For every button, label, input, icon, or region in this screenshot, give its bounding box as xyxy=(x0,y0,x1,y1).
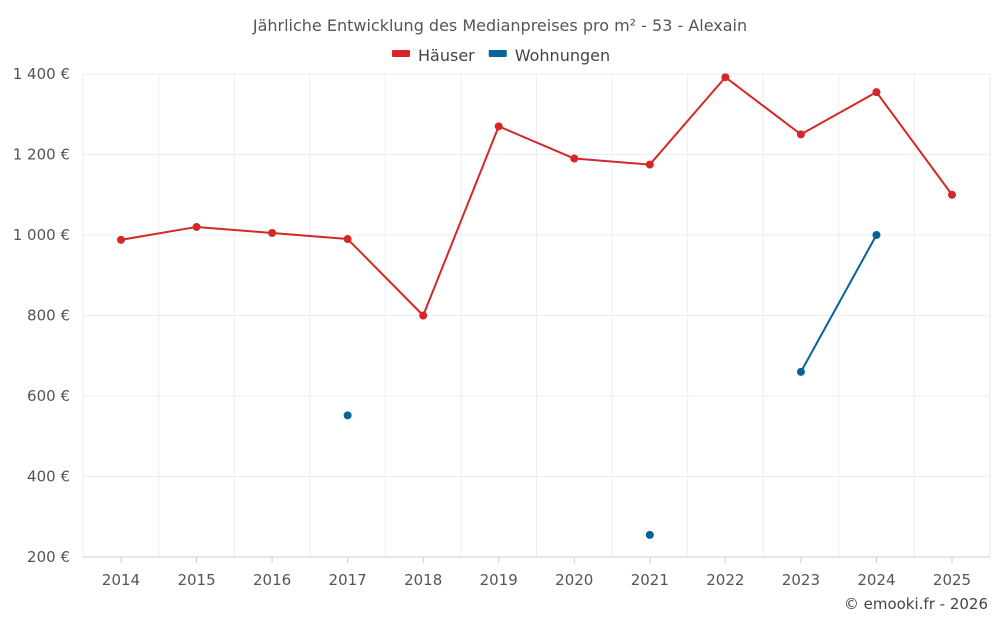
data-point xyxy=(268,228,277,237)
x-tick-label: 2015 xyxy=(177,571,215,589)
data-point xyxy=(645,160,654,169)
copyright-text: © emooki.fr - 2026 xyxy=(844,595,988,613)
chart-title: Jährliche Entwicklung des Medianpreises … xyxy=(252,16,747,35)
y-tick-label: 600 € xyxy=(27,387,70,405)
data-point xyxy=(117,235,125,244)
x-tick-label: 2019 xyxy=(480,571,518,589)
series-Wohnungen xyxy=(343,231,881,539)
x-tick-label: 2025 xyxy=(933,571,971,589)
x-tick-label: 2017 xyxy=(329,571,367,589)
data-point xyxy=(948,190,956,199)
legend-label: Wohnungen xyxy=(515,46,610,65)
x-tick-label: 2020 xyxy=(555,571,593,589)
y-tick-label: 1 200 € xyxy=(13,146,70,164)
x-tick-label: 2021 xyxy=(631,571,669,589)
data-point xyxy=(645,530,654,539)
data-point xyxy=(419,311,428,320)
series-Häuser xyxy=(117,73,956,320)
legend: Häuser Wohnungen xyxy=(392,46,610,65)
grid xyxy=(82,73,991,557)
legend-label: Häuser xyxy=(418,46,475,65)
data-point xyxy=(343,235,352,244)
data-point xyxy=(721,73,730,82)
x-tick-label: 2016 xyxy=(253,571,291,589)
data-point xyxy=(192,222,201,231)
y-tick-label: 800 € xyxy=(27,307,70,325)
x-tick-label: 2014 xyxy=(102,571,140,589)
x-tick-label: 2018 xyxy=(404,571,442,589)
data-point xyxy=(872,88,881,97)
data-point xyxy=(343,411,352,420)
series-line xyxy=(120,76,953,317)
legend-swatch xyxy=(392,50,410,57)
data-point xyxy=(872,231,881,239)
data-point xyxy=(796,367,805,376)
x-tick-label: 2023 xyxy=(782,571,820,589)
axes: 200 € 400 € 600 € 800 € 1 000 € 1 200 € 1 400 … xyxy=(13,65,990,589)
data-point xyxy=(796,130,805,139)
series-line xyxy=(800,234,878,373)
legend-item: Häuser xyxy=(392,46,475,65)
legend-item: Wohnungen xyxy=(488,46,610,65)
x-tick-label: 2024 xyxy=(857,571,895,589)
data-point xyxy=(494,122,503,131)
legend-swatch xyxy=(488,50,507,57)
data-point xyxy=(570,154,579,163)
y-tick-label: 1 000 € xyxy=(13,226,70,244)
x-tick-label: 2022 xyxy=(706,571,744,589)
y-tick-label: 400 € xyxy=(27,468,70,486)
series-layer xyxy=(117,73,956,539)
y-tick-label: 200 € xyxy=(27,548,70,566)
y-tick-label: 1 400 € xyxy=(13,65,70,83)
